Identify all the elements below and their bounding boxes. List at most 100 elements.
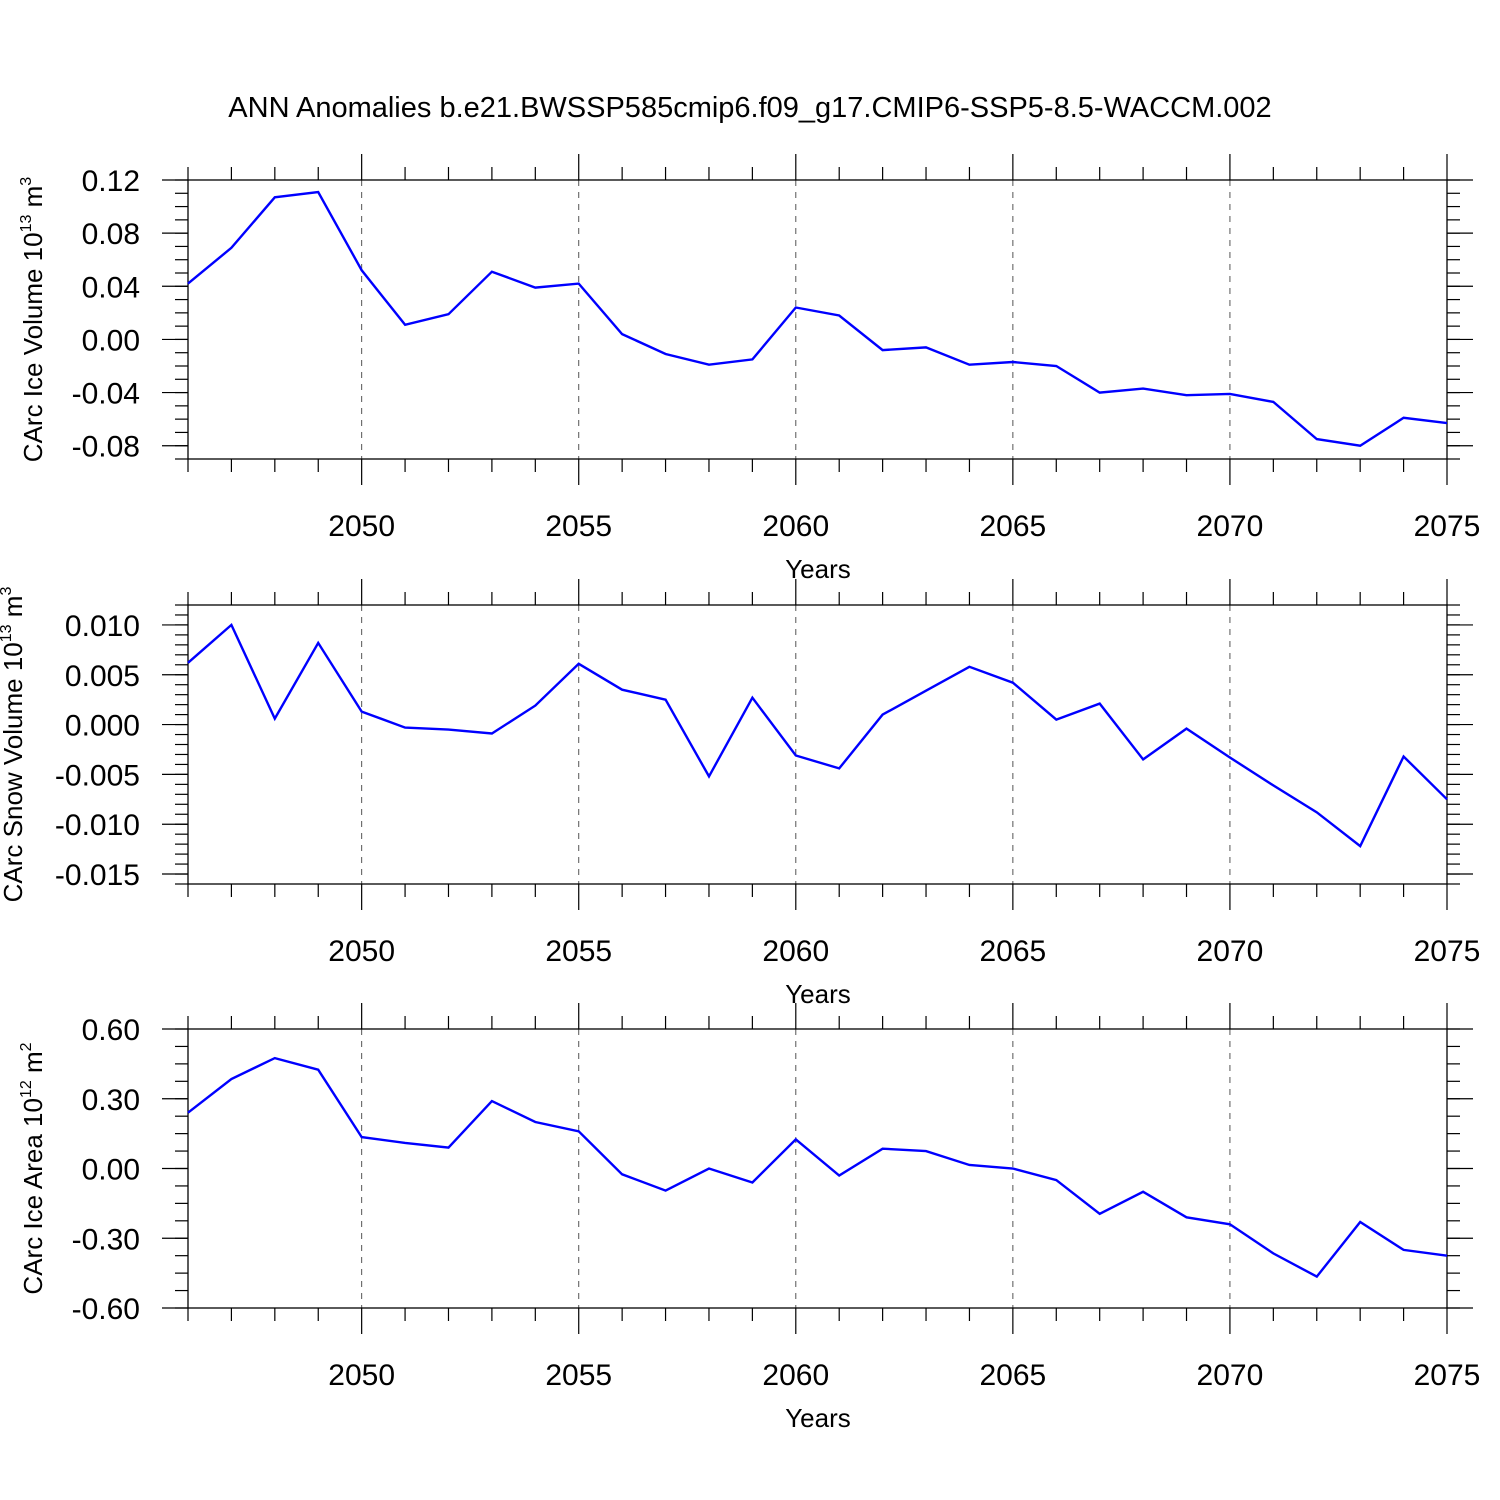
x-tick-label: 2060 [762, 1359, 829, 1392]
data-point [317, 1068, 319, 1070]
data-point [1229, 1223, 1231, 1225]
y-axis-label-exponent: 12 [18, 1080, 35, 1098]
y-tick-label: -0.30 [72, 1223, 140, 1256]
data-point [404, 1142, 406, 1144]
data-point [751, 1181, 753, 1183]
y-tick-label: -0.60 [72, 1293, 140, 1326]
data-point [1446, 422, 1448, 424]
data-point [317, 642, 319, 644]
data-point [1055, 718, 1057, 720]
x-tick-label: 2070 [1197, 935, 1264, 968]
y-tick-label: 0.00 [82, 1154, 140, 1187]
data-point [881, 713, 883, 715]
data-point [795, 754, 797, 756]
data-point [1185, 394, 1187, 396]
y-tick-label: 0.005 [65, 660, 140, 693]
data-point [708, 1167, 710, 1169]
data-point [187, 1112, 189, 1114]
plot-frame [187, 179, 1448, 460]
x-tick-label: 2075 [1414, 510, 1481, 543]
data-point [838, 1174, 840, 1176]
data-point [1402, 755, 1404, 757]
data-point [1012, 682, 1014, 684]
data-point [1098, 391, 1100, 393]
data-point [1359, 1221, 1361, 1223]
x-tick-label: 2060 [762, 935, 829, 968]
chart-title: ANN Anomalies b.e21.BWSSP585cmip6.f09_g1… [228, 92, 1271, 124]
data-point [230, 247, 232, 249]
data-point [925, 689, 927, 691]
data-point [1142, 758, 1144, 760]
data-point [447, 1146, 449, 1148]
y-axis-label-text: CArc Ice Area 10 [18, 1098, 48, 1295]
y-axis-label: CArc Ice Volume 1013 m3 [18, 177, 48, 462]
y-tick-label: 0.30 [82, 1084, 140, 1117]
data-point [447, 313, 449, 315]
y-axis-label-unit: m [18, 186, 48, 215]
x-tick-label: 2065 [979, 935, 1046, 968]
data-point [925, 346, 927, 348]
series-line [187, 1056, 1448, 1279]
y-axis-label-exponent: 13 [0, 624, 15, 642]
y-tick-label: 0.000 [65, 710, 140, 743]
series-line [187, 190, 1448, 447]
data-point [274, 196, 276, 198]
data-point [621, 1173, 623, 1175]
data-point [795, 1138, 797, 1140]
y-axis-label-exponent: 13 [18, 215, 35, 233]
data-point [751, 696, 753, 698]
y-tick-label: 0.12 [82, 165, 140, 198]
y-axis-label-unit-exponent: 3 [18, 177, 35, 186]
y-tick-label: -0.04 [72, 378, 140, 411]
x-tick-label: 2075 [1414, 935, 1481, 968]
data-point [534, 1121, 536, 1123]
data-point [1055, 1179, 1057, 1181]
data-point [881, 349, 883, 351]
x-axis-label: Years [785, 554, 851, 584]
x-tick-label: 2050 [328, 510, 395, 543]
y-axis-label: CArc Ice Area 1012 m2 [18, 1042, 48, 1294]
data-point [578, 1130, 580, 1132]
data-point [664, 1189, 666, 1191]
data-point [491, 270, 493, 272]
data-point [968, 1164, 970, 1166]
data-point [1229, 393, 1231, 395]
x-tick-label: 2055 [545, 935, 612, 968]
x-axis-label: Years [785, 979, 851, 1009]
x-axis-label: Years [785, 1403, 851, 1433]
data-point [230, 624, 232, 626]
data-point [1446, 1254, 1448, 1256]
data-point [1316, 438, 1318, 440]
data-point [838, 314, 840, 316]
x-tick-label: 2055 [545, 1359, 612, 1392]
data-point [1185, 1216, 1187, 1218]
data-point [1142, 1191, 1144, 1193]
data-point [838, 767, 840, 769]
data-point [968, 363, 970, 365]
data-point [404, 324, 406, 326]
data-point [1272, 784, 1274, 786]
y-tick-label: 0.60 [82, 1014, 140, 1047]
data-point [1272, 401, 1274, 403]
series-line [187, 622, 1448, 848]
y-tick-label: -0.08 [72, 431, 140, 464]
y-axis-label-unit: m [0, 596, 28, 625]
data-point [360, 1136, 362, 1138]
y-axis-label-text: CArc Snow Volume 10 [0, 642, 28, 902]
y-axis-label-text: CArc Ice Volume 10 [18, 232, 48, 462]
data-point [1359, 445, 1361, 447]
data-point [534, 704, 536, 706]
data-point [1316, 1275, 1318, 1277]
data-point [491, 1100, 493, 1102]
data-point [578, 663, 580, 665]
data-point [621, 688, 623, 690]
data-point [1446, 798, 1448, 800]
data-point [1402, 417, 1404, 419]
plot-frame [187, 1028, 1448, 1309]
data-point [317, 191, 319, 193]
data-point [795, 306, 797, 308]
data-point [925, 1150, 927, 1152]
plot-frame [187, 604, 1448, 885]
data-point [187, 282, 189, 284]
